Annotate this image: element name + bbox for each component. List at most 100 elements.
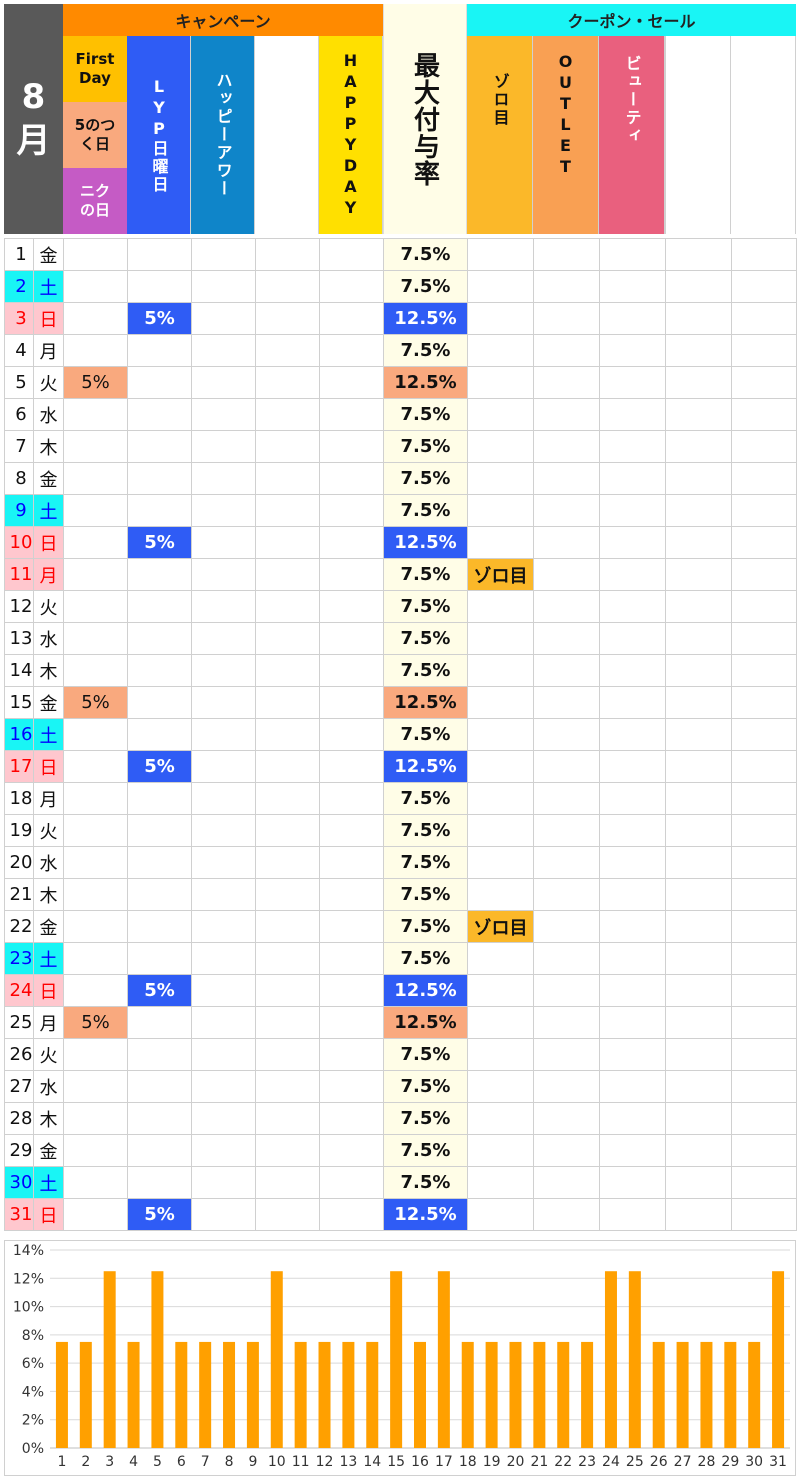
- day-number: 18: [4, 782, 34, 815]
- blank-campaign-cell: [255, 1006, 320, 1039]
- x-tick-label: 14: [363, 1454, 381, 1470]
- outlet-cell: [533, 1134, 600, 1167]
- day-row: 18 月 7.5%: [4, 782, 797, 815]
- blank-coupon-cell-1: [665, 622, 732, 655]
- blank-campaign-cell: [255, 1038, 320, 1071]
- blank-coupon-cell-2: [731, 814, 797, 847]
- zoro-cell: [467, 718, 534, 751]
- x-tick-label: 2: [81, 1454, 90, 1470]
- lyp-sunday-cell: [127, 622, 192, 655]
- campaign-header: キャンペーン: [63, 4, 383, 36]
- blank-coupon-cell-1: [665, 1134, 732, 1167]
- bar-day-9: [246, 1341, 259, 1448]
- five-day-cell: [63, 750, 128, 783]
- happy-day-cell: [319, 878, 384, 911]
- beauty-cell: [599, 1070, 666, 1103]
- bar-day-26: [652, 1341, 665, 1448]
- outlet-cell: [533, 590, 600, 623]
- x-tick-label: 31: [769, 1454, 787, 1470]
- beauty-cell: [599, 1006, 666, 1039]
- blank-coupon-cell-2: [731, 1102, 797, 1135]
- x-tick-label: 24: [602, 1454, 620, 1470]
- bar-day-20: [509, 1341, 522, 1448]
- happy-day-cell: [319, 846, 384, 879]
- beauty-cell: [599, 1038, 666, 1071]
- max-rate-cell: 7.5%: [383, 494, 468, 527]
- blank-coupon-cell-1: [665, 878, 732, 911]
- max-rate-cell: 12.5%: [383, 366, 468, 399]
- x-tick-label: 27: [674, 1454, 692, 1470]
- lyp-sunday-cell: [127, 1070, 192, 1103]
- blank-campaign-cell: [255, 974, 320, 1007]
- x-tick-label: 1: [57, 1454, 66, 1470]
- weekday: 日: [33, 302, 64, 335]
- outlet-cell: [533, 302, 600, 335]
- day-row: 12 火 7.5%: [4, 590, 797, 623]
- outlet-cell: [533, 750, 600, 783]
- max-rate-cell: 7.5%: [383, 590, 468, 623]
- day-grid: 1 金 7.5% 2 土 7.5% 3 日 5% 12.5% 4 月 7.5% 5 火 5% 12.5% 6 水 7.…: [4, 238, 797, 1231]
- lyp-sunday-cell: [127, 462, 192, 495]
- blank-coupon-header-1: [665, 36, 731, 234]
- blank-coupon-cell-2: [731, 430, 797, 463]
- x-tick-label: 20: [507, 1454, 525, 1470]
- blank-coupon-cell-1: [665, 974, 732, 1007]
- outlet-cell: [533, 878, 600, 911]
- happy-day-cell: [319, 622, 384, 655]
- day-number: 28: [4, 1102, 34, 1135]
- weekday: 日: [33, 974, 64, 1007]
- outlet-header: OUTLET: [533, 36, 599, 234]
- x-tick-label: 3: [105, 1454, 114, 1470]
- happy-day-cell: [319, 1006, 384, 1039]
- month-kanji: 月: [16, 121, 51, 161]
- blank-coupon-cell-2: [731, 622, 797, 655]
- blank-coupon-cell-1: [665, 334, 732, 367]
- max-rate-cell: 7.5%: [383, 846, 468, 879]
- outlet-cell: [533, 238, 600, 271]
- day-number: 14: [4, 654, 34, 687]
- outlet-cell: [533, 398, 600, 431]
- happy-day-cell: [319, 718, 384, 751]
- day-row: 27 水 7.5%: [4, 1070, 797, 1103]
- happy-day-cell: [319, 910, 384, 943]
- x-tick-label: 21: [530, 1454, 548, 1470]
- bar-day-22: [557, 1341, 570, 1448]
- happy-hour-cell: [191, 1102, 256, 1135]
- five-day-cell: [63, 814, 128, 847]
- day-row: 29 金 7.5%: [4, 1134, 797, 1167]
- blank-campaign-cell: [255, 782, 320, 815]
- blank-coupon-cell-1: [665, 686, 732, 719]
- happy-day-cell: [319, 1070, 384, 1103]
- bar-day-10: [270, 1271, 283, 1448]
- lyp-sunday-cell: [127, 334, 192, 367]
- outlet-cell: [533, 910, 600, 943]
- blank-coupon-cell-2: [731, 878, 797, 911]
- beauty-cell: [599, 334, 666, 367]
- day-number: 9: [4, 494, 34, 527]
- day-number: 11: [4, 558, 34, 591]
- outlet-cell: [533, 430, 600, 463]
- happy-hour-cell: [191, 1198, 256, 1231]
- beauty-cell: [599, 974, 666, 1007]
- day-row: 3 日 5% 12.5%: [4, 302, 797, 335]
- zoro-cell: [467, 974, 534, 1007]
- blank-campaign-cell: [255, 878, 320, 911]
- happy-hour-cell: [191, 238, 256, 271]
- zoro-cell: [467, 1134, 534, 1167]
- bar-day-29: [724, 1341, 737, 1448]
- happy-hour-cell: [191, 718, 256, 751]
- happy-hour-header: ハッピーアワー: [191, 36, 255, 234]
- day-row: 31 日 5% 12.5%: [4, 1198, 797, 1231]
- happy-hour-cell: [191, 1038, 256, 1071]
- blank-coupon-cell-1: [665, 366, 732, 399]
- blank-coupon-cell-1: [665, 270, 732, 303]
- blank-coupon-cell-2: [731, 494, 797, 527]
- day-number: 7: [4, 430, 34, 463]
- beauty-cell: [599, 494, 666, 527]
- max-rate-header: 最大付与率: [383, 4, 467, 234]
- blank-campaign-cell: [255, 686, 320, 719]
- lyp-sunday-cell: [127, 910, 192, 943]
- blank-campaign-header: [255, 36, 319, 234]
- bar-day-19: [485, 1341, 498, 1448]
- beauty-cell: [599, 462, 666, 495]
